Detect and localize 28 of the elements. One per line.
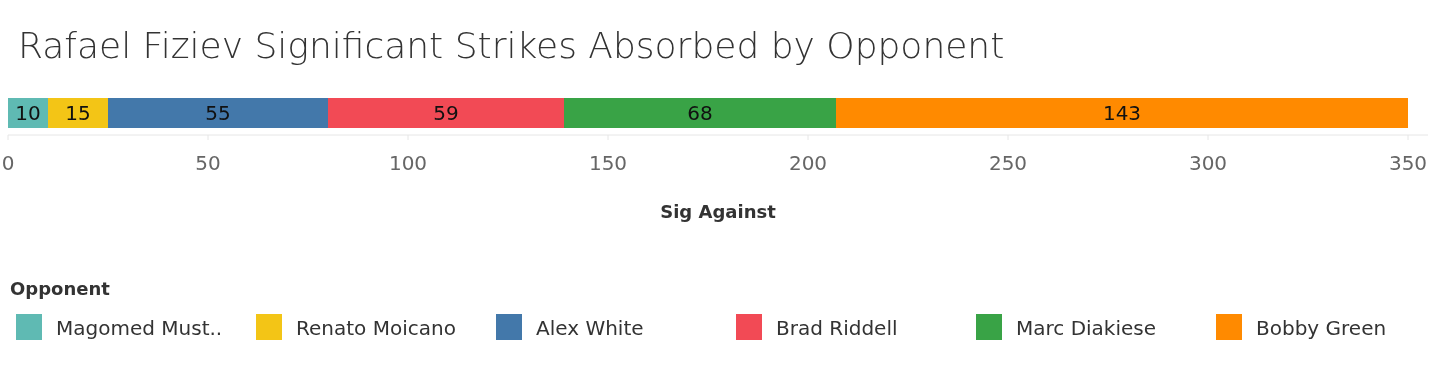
data-label: 15 (65, 101, 91, 125)
x-axis-title: Sig Against (660, 201, 777, 222)
x-tick-label: 0 (1, 151, 15, 175)
bar (564, 98, 836, 128)
data-label: 59 (433, 101, 459, 125)
bar (328, 98, 564, 128)
legend-title: Opponent (10, 278, 111, 299)
data-label: 10 (15, 101, 41, 125)
data-label: 68 (687, 101, 713, 125)
bar (836, 98, 1408, 128)
x-tick-label: 50 (195, 151, 221, 175)
x-tick-label: 350 (1388, 151, 1428, 175)
bar (108, 98, 328, 128)
data-label: 55 (205, 101, 231, 125)
legend-label: Renato Moicano (296, 316, 456, 340)
x-tick-label: 250 (988, 151, 1028, 175)
legend-label: Magomed Must.. (56, 316, 223, 340)
bar (48, 98, 108, 128)
legend-label: Bobby Green (1256, 316, 1387, 340)
legend-label: Alex White (536, 316, 644, 340)
data-label: 143 (1102, 101, 1142, 125)
x-tick-label: 100 (388, 151, 428, 175)
legend-label: Marc Diakiese (1016, 316, 1157, 340)
x-tick-label: 150 (588, 151, 628, 175)
legend-label: Brad Riddell (776, 316, 898, 340)
x-tick-label: 200 (788, 151, 828, 175)
chart-title: Rafael Fiziev Significant Strikes Absorbed by Opponent (18, 25, 1005, 66)
x-tick-label: 300 (1188, 151, 1228, 175)
